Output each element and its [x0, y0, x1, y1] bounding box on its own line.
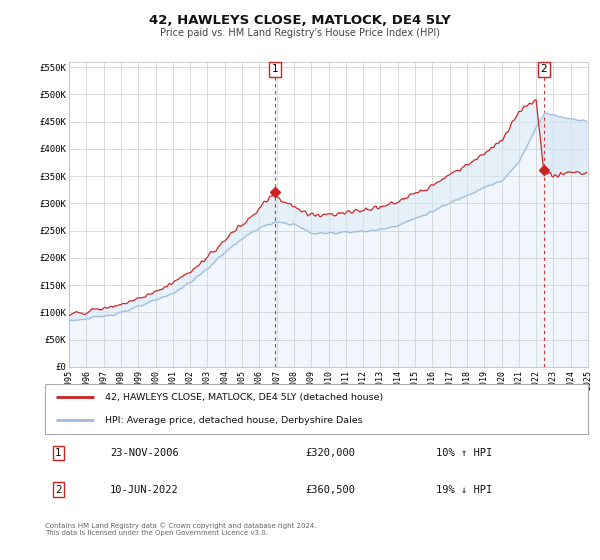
- Text: 10-JUN-2022: 10-JUN-2022: [110, 484, 179, 494]
- Text: 2: 2: [55, 484, 62, 494]
- FancyBboxPatch shape: [45, 384, 588, 434]
- Text: 10% ↑ HPI: 10% ↑ HPI: [436, 448, 492, 458]
- Text: 42, HAWLEYS CLOSE, MATLOCK, DE4 5LY: 42, HAWLEYS CLOSE, MATLOCK, DE4 5LY: [149, 14, 451, 27]
- Text: 1: 1: [55, 448, 62, 458]
- Text: 19% ↓ HPI: 19% ↓ HPI: [436, 484, 492, 494]
- Text: Price paid vs. HM Land Registry's House Price Index (HPI): Price paid vs. HM Land Registry's House …: [160, 28, 440, 38]
- Text: 2: 2: [541, 64, 547, 74]
- Text: £360,500: £360,500: [305, 484, 356, 494]
- Text: £320,000: £320,000: [305, 448, 356, 458]
- Text: 1: 1: [272, 64, 278, 74]
- Text: HPI: Average price, detached house, Derbyshire Dales: HPI: Average price, detached house, Derb…: [105, 416, 362, 425]
- Text: Contains HM Land Registry data © Crown copyright and database right 2024.
This d: Contains HM Land Registry data © Crown c…: [45, 522, 317, 535]
- Text: 42, HAWLEYS CLOSE, MATLOCK, DE4 5LY (detached house): 42, HAWLEYS CLOSE, MATLOCK, DE4 5LY (det…: [105, 393, 383, 402]
- Text: 23-NOV-2006: 23-NOV-2006: [110, 448, 179, 458]
